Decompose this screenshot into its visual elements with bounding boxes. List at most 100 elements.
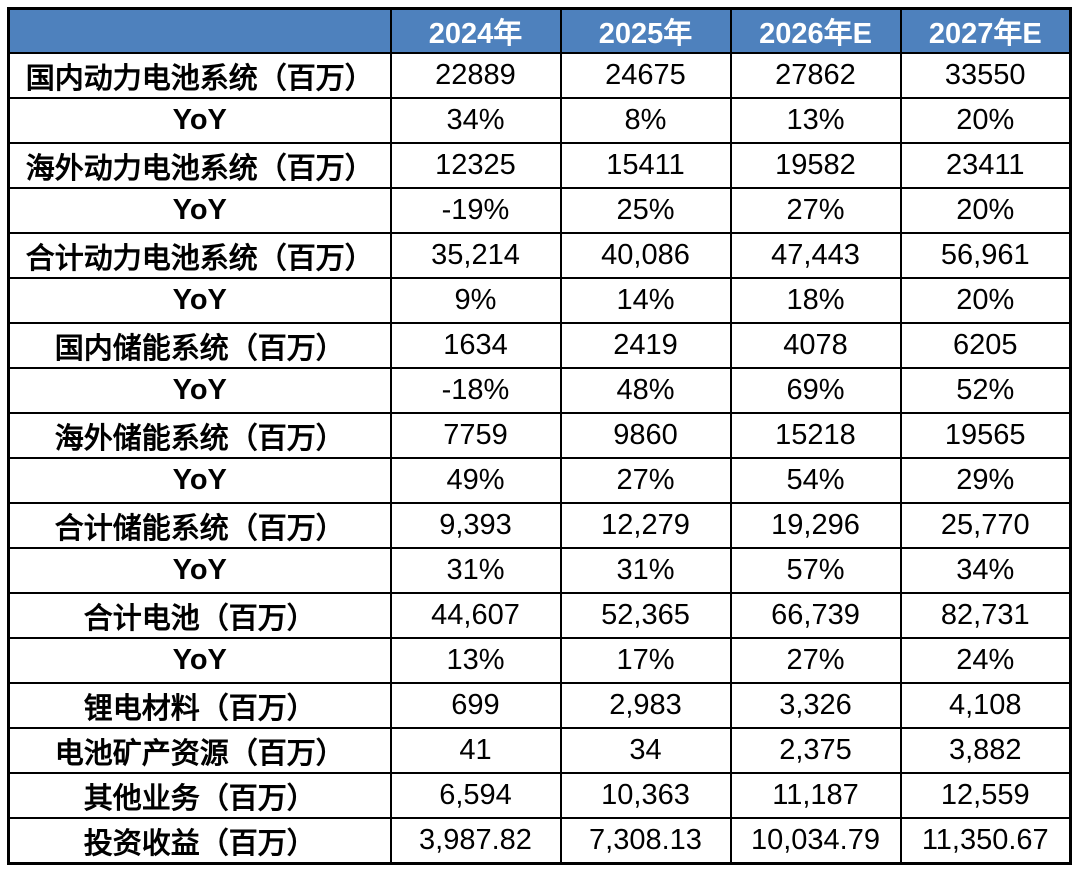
value-cell: 12325 (389, 142, 562, 189)
value-cell: 19565 (899, 412, 1072, 459)
value-cell: 44,607 (389, 592, 562, 639)
header-row: 2024年 2025年 2026年E 2027年E (7, 7, 1072, 54)
table-row: YoY 49% 27% 54% 29% (7, 457, 1072, 504)
table-body: 国内动力电池系统（百万） 22889 24675 27862 33550 YoY 34% 8%… (7, 52, 1072, 865)
table-row: YoY -18% 48% 69% 52% (7, 367, 1072, 414)
table-row: 海外储能系统（百万） 7759 9860 15218 19565 (7, 412, 1072, 459)
value-cell: 9,393 (389, 502, 562, 549)
value-cell: 11,187 (729, 772, 902, 819)
row-label-yoy: YoY (7, 97, 392, 144)
table-row: YoY 31% 31% 57% 34% (7, 547, 1072, 594)
value-cell: 41 (389, 727, 562, 774)
value-cell: 52% (899, 367, 1072, 414)
row-label: 锂电材料（百万） (7, 682, 392, 729)
value-cell: 57% (729, 547, 902, 594)
value-cell: 34% (389, 97, 562, 144)
value-cell: 9860 (559, 412, 732, 459)
value-cell: 48% (559, 367, 732, 414)
value-cell: 34% (899, 547, 1072, 594)
value-cell: 12,279 (559, 502, 732, 549)
value-cell: 12,559 (899, 772, 1072, 819)
value-cell: 49% (389, 457, 562, 504)
value-cell: 13% (389, 637, 562, 684)
row-label: 投资收益（百万） (7, 817, 392, 865)
row-label-yoy: YoY (7, 637, 392, 684)
header-cell-2025: 2025年 (559, 7, 732, 54)
value-cell: 1634 (389, 322, 562, 369)
value-cell: 27% (729, 637, 902, 684)
value-cell: 7,308.13 (559, 817, 732, 865)
value-cell: 27862 (729, 52, 902, 99)
value-cell: 25% (559, 187, 732, 234)
value-cell: 6,594 (389, 772, 562, 819)
row-label: 合计储能系统（百万） (7, 502, 392, 549)
table-row: YoY 9% 14% 18% 20% (7, 277, 1072, 324)
row-label-yoy: YoY (7, 367, 392, 414)
value-cell: 82,731 (899, 592, 1072, 639)
value-cell: 2,375 (729, 727, 902, 774)
value-cell: 23411 (899, 142, 1072, 189)
value-cell: 22889 (389, 52, 562, 99)
header-cell-2026e: 2026年E (729, 7, 902, 54)
row-label: 合计动力电池系统（百万） (7, 232, 392, 279)
value-cell: 13% (729, 97, 902, 144)
value-cell: -19% (389, 187, 562, 234)
value-cell: 20% (899, 277, 1072, 324)
value-cell: 15218 (729, 412, 902, 459)
value-cell: 3,882 (899, 727, 1072, 774)
row-label-yoy: YoY (7, 547, 392, 594)
table-row: 其他业务（百万） 6,594 10,363 11,187 12,559 (7, 772, 1072, 819)
value-cell: 699 (389, 682, 562, 729)
row-label: 海外储能系统（百万） (7, 412, 392, 459)
value-cell: 2419 (559, 322, 732, 369)
header-cell-2024: 2024年 (389, 7, 562, 54)
row-label-yoy: YoY (7, 457, 392, 504)
value-cell: 56,961 (899, 232, 1072, 279)
value-cell: 6205 (899, 322, 1072, 369)
table-row: YoY 34% 8% 13% 20% (7, 97, 1072, 144)
value-cell: 29% (899, 457, 1072, 504)
value-cell: 11,350.67 (899, 817, 1072, 865)
value-cell: 69% (729, 367, 902, 414)
row-label: 电池矿产资源（百万） (7, 727, 392, 774)
value-cell: 47,443 (729, 232, 902, 279)
row-label: 海外动力电池系统（百万） (7, 142, 392, 189)
row-label: 合计电池（百万） (7, 592, 392, 639)
table-row: YoY 13% 17% 27% 24% (7, 637, 1072, 684)
row-label-yoy: YoY (7, 187, 392, 234)
value-cell: 27% (729, 187, 902, 234)
value-cell: 3,987.82 (389, 817, 562, 865)
value-cell: 40,086 (559, 232, 732, 279)
value-cell: 27% (559, 457, 732, 504)
table-row: 投资收益（百万） 3,987.82 7,308.13 10,034.79 11,350.… (7, 817, 1072, 865)
value-cell: 19,296 (729, 502, 902, 549)
value-cell: 25,770 (899, 502, 1072, 549)
value-cell: 33550 (899, 52, 1072, 99)
table-row: 海外动力电池系统（百万） 12325 15411 19582 23411 (7, 142, 1072, 189)
value-cell: 35,214 (389, 232, 562, 279)
value-cell: 20% (899, 97, 1072, 144)
value-cell: 10,034.79 (729, 817, 902, 865)
value-cell: 14% (559, 277, 732, 324)
value-cell: 17% (559, 637, 732, 684)
value-cell: 8% (559, 97, 732, 144)
row-label: 其他业务（百万） (7, 772, 392, 819)
value-cell: 7759 (389, 412, 562, 459)
table-row: 合计动力电池系统（百万） 35,214 40,086 47,443 56,961 (7, 232, 1072, 279)
table-row: YoY -19% 25% 27% 20% (7, 187, 1072, 234)
table-row: 合计储能系统（百万） 9,393 12,279 19,296 25,770 (7, 502, 1072, 549)
value-cell: 24% (899, 637, 1072, 684)
value-cell: 10,363 (559, 772, 732, 819)
value-cell: 54% (729, 457, 902, 504)
value-cell: 3,326 (729, 682, 902, 729)
financial-forecast-table: 2024年 2025年 2026年E 2027年E 国内动力电池系统（百万） 22… (7, 7, 1072, 865)
value-cell: 31% (389, 547, 562, 594)
value-cell: 31% (559, 547, 732, 594)
row-label: 国内动力电池系统（百万） (7, 52, 392, 99)
value-cell: 34 (559, 727, 732, 774)
value-cell: 18% (729, 277, 902, 324)
value-cell: 2,983 (559, 682, 732, 729)
table-row: 国内动力电池系统（百万） 22889 24675 27862 33550 (7, 52, 1072, 99)
row-label: 国内储能系统（百万） (7, 322, 392, 369)
